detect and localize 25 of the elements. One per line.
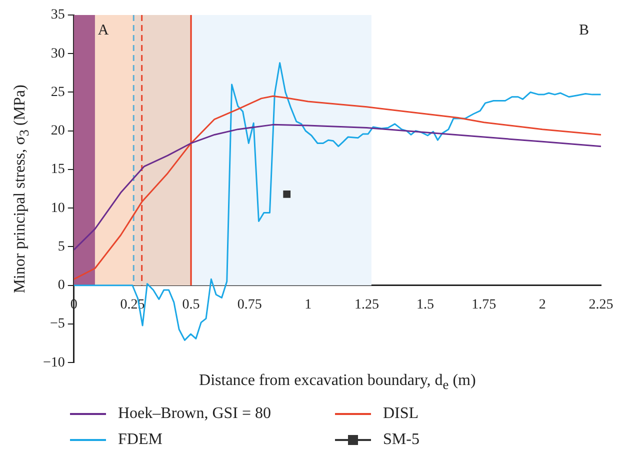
x-tick-label: 2 xyxy=(538,297,546,312)
legend-label: SM-5 xyxy=(383,431,420,449)
x-tick-label: 1.25 xyxy=(354,297,379,312)
x-tick-label: 0.75 xyxy=(237,297,262,312)
annotation: B xyxy=(578,22,589,38)
legend-label: Hoek–Brown, GSI = 80 xyxy=(118,405,272,423)
x-tick-label: 1 xyxy=(304,297,312,312)
y-tick-label: 20 xyxy=(50,124,65,139)
x-tick-label: 2.25 xyxy=(588,297,614,312)
annotation: A xyxy=(98,22,109,38)
legend-label: FDEM xyxy=(118,431,162,449)
y-tick-label: −10 xyxy=(42,355,65,370)
y-tick-label: 10 xyxy=(50,200,65,216)
y-tick-label: 5 xyxy=(58,239,65,254)
y-tick-label: 0 xyxy=(58,278,65,294)
y-tick-label: −5 xyxy=(50,316,65,332)
y-tick-label: 25 xyxy=(50,84,65,100)
y-tick-label: 35 xyxy=(50,8,65,23)
x-tick-label: 0.5 xyxy=(182,297,200,312)
y-tick-label: 15 xyxy=(50,162,65,178)
x-tick-label: 1.75 xyxy=(472,297,496,312)
x-axis-title: Distance from excavation boundary, d$_{e}$ (m) xyxy=(198,372,477,394)
y-tick-label: 30 xyxy=(50,46,65,62)
x-tick-label: 1.5 xyxy=(416,297,434,312)
legend-label: DISL xyxy=(383,405,419,423)
